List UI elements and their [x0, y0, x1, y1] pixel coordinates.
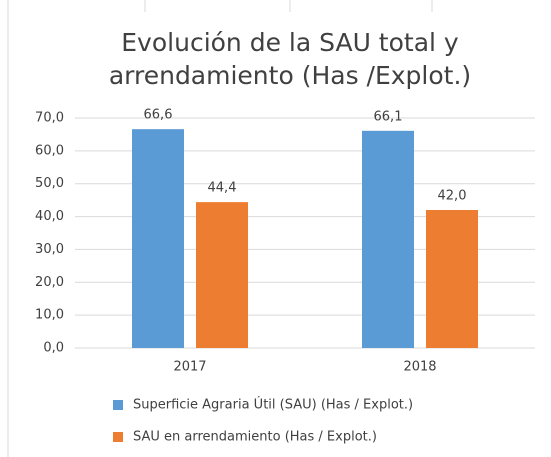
- y-tick-label: 10,0: [35, 308, 64, 323]
- legend-swatch: [113, 400, 123, 410]
- y-tick-label: 60,0: [35, 143, 64, 158]
- bar: [132, 129, 184, 348]
- value-label: 44,4: [208, 181, 237, 196]
- value-label: 66,1: [374, 109, 403, 124]
- value-label: 66,6: [144, 108, 173, 123]
- y-tick-label: 70,0: [35, 111, 64, 126]
- x-tick-label: 2018: [403, 360, 436, 375]
- bar: [426, 210, 478, 348]
- y-tick-label: 50,0: [35, 176, 64, 191]
- y-tick-label: 20,0: [35, 275, 64, 290]
- x-tick-label: 2017: [173, 360, 206, 375]
- y-tick-label: 0,0: [43, 341, 64, 356]
- value-label: 42,0: [438, 189, 467, 204]
- y-tick-label: 40,0: [35, 209, 64, 224]
- bar: [362, 130, 414, 348]
- y-tick-label: 30,0: [35, 242, 64, 257]
- legend-label: Superficie Agraria Útil (SAU) (Has / Exp…: [133, 397, 413, 413]
- chart-title: Evolución de la SAU total y arrendamient…: [108, 28, 472, 90]
- legend-swatch: [113, 432, 123, 442]
- bar: [196, 202, 248, 348]
- legend-label: SAU en arrendamiento (Has / Explot.): [133, 430, 377, 445]
